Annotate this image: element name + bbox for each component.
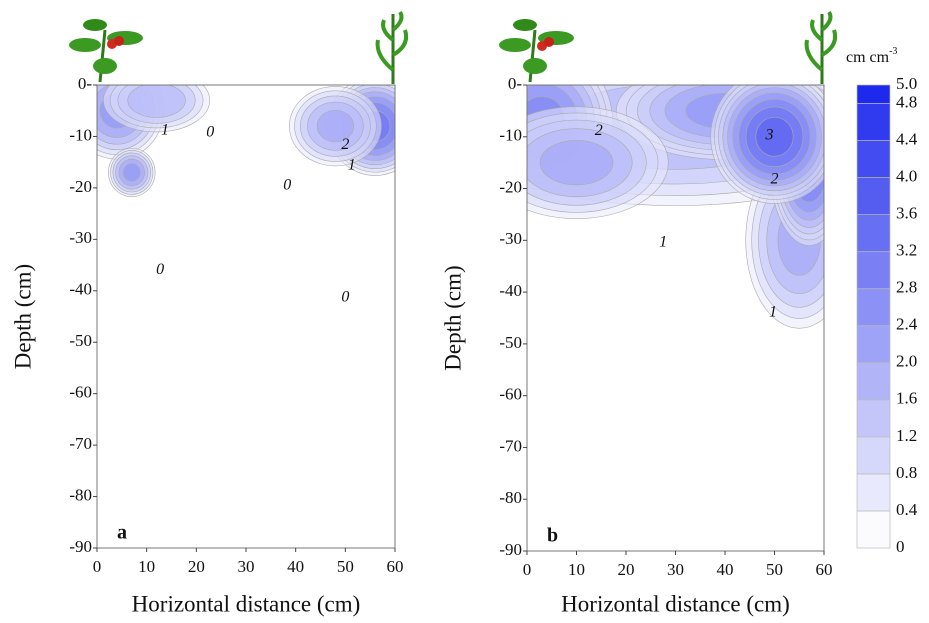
x-tick-label: 50 — [766, 560, 783, 579]
y-tick-label: -40 — [69, 280, 92, 299]
colorbar-band — [856, 325, 891, 364]
contour-label: 0 — [341, 289, 349, 306]
contour-region — [539, 140, 614, 186]
colorbar-tick-label: 2.0 — [896, 352, 917, 371]
x-tick-label: 60 — [387, 557, 404, 576]
colorbar-band — [856, 214, 891, 253]
colorbar-band — [856, 251, 891, 290]
contour-label: 2 — [771, 170, 779, 187]
colorbar-unit-exponent: -3 — [889, 46, 897, 57]
colorbar-tick-label: 0.8 — [896, 463, 917, 482]
contour-label: 1 — [348, 156, 356, 173]
colorbar-tick-label: 5.0 — [896, 74, 917, 93]
contour-label: 1 — [659, 234, 667, 251]
plot-area: 1 0 2 1 0 0 0 — [97, 85, 395, 548]
x-tick-label: 0 — [93, 557, 102, 576]
contour-label: 0 — [206, 124, 214, 141]
x-tick-label: 40 — [287, 557, 304, 576]
x-axis-label: Horizontal distance (cm) — [561, 591, 790, 616]
y-tick-label: -30 — [499, 229, 522, 248]
y-tick-label: -10 — [499, 126, 522, 145]
x-tick-label: 40 — [717, 560, 734, 579]
tomato-plant — [499, 19, 574, 83]
colorbar-band — [856, 288, 891, 327]
x-tick-label: 20 — [188, 557, 205, 576]
x-axis-label: Horizontal distance (cm) — [132, 591, 361, 616]
colorbar-unit: cm cm — [846, 49, 890, 66]
y-tick-label: -50 — [69, 331, 92, 350]
x-tick-label: 30 — [238, 557, 255, 576]
y-tick-label: -80 — [499, 488, 522, 507]
colorbar-band — [856, 140, 891, 178]
y-tick-label: -70 — [69, 434, 92, 453]
y-tick-label: -80 — [69, 485, 92, 504]
y-tick-label: -90 — [69, 537, 92, 556]
contour-region — [123, 163, 141, 182]
y-tick-label: -90 — [499, 540, 522, 559]
y-tick-label: 0- — [78, 74, 93, 93]
plot-area: 2 3 2 1 1 — [527, 85, 824, 551]
colorbar-tick-label: 3.6 — [896, 204, 917, 223]
contour-region — [127, 85, 186, 118]
contour-label: 1 — [769, 303, 777, 320]
x-tick-label: 50 — [337, 557, 354, 576]
y-tick-label: -60 — [499, 385, 522, 404]
colorbar-band — [856, 177, 891, 215]
colorbar-band — [856, 362, 891, 401]
colorbar-tick-label: 3.2 — [896, 241, 917, 260]
tomato-plant — [69, 19, 143, 83]
colorbar-tick-label: 0.4 — [896, 500, 918, 519]
contour-label: 0 — [156, 261, 164, 278]
colorbar-tick-label: 0 — [896, 537, 905, 556]
colorbar-title: cm cm-3 — [846, 46, 897, 65]
colorbar-band — [856, 510, 891, 549]
contour-region — [755, 116, 794, 157]
contour-region — [316, 110, 354, 143]
panel-label: a — [117, 522, 127, 544]
colorbar-band — [856, 84, 891, 104]
colorbar-tick-label: 2.4 — [896, 315, 918, 334]
contour-label: 2 — [595, 122, 603, 139]
contour-label: 1 — [161, 121, 169, 138]
colorbar-tick-label: 1.6 — [896, 389, 917, 408]
panel-label: b — [547, 525, 558, 547]
y-tick-label: -70 — [499, 436, 522, 455]
y-tick-label: -30 — [69, 228, 92, 247]
x-tick-label: 20 — [618, 560, 635, 579]
y-tick-label: -20 — [69, 177, 92, 196]
y-tick-label: -50 — [499, 333, 522, 352]
corn-plant — [804, 10, 838, 84]
y-tick-label: -20 — [499, 177, 522, 196]
x-tick-label: 60 — [816, 560, 833, 579]
colorbar-tick-label: 2.8 — [896, 278, 917, 297]
colorbar-tick-label: 4.4 — [896, 129, 918, 148]
colorbar-tick-label: 4.8 — [896, 92, 917, 111]
colorbar-band — [856, 473, 891, 512]
colorbar-band — [856, 103, 891, 141]
y-tick-label: -40 — [499, 281, 522, 300]
y-axis-label: Depth (cm) — [440, 265, 465, 370]
x-tick-label: 10 — [568, 560, 585, 579]
x-tick-label: 30 — [667, 560, 684, 579]
corn-plant — [375, 10, 409, 84]
x-tick-label: 10 — [138, 557, 155, 576]
colorbar-band — [856, 399, 891, 438]
y-tick-label: -60 — [69, 383, 92, 402]
x-tick-label: 0 — [523, 560, 532, 579]
y-axis-label: Depth (cm) — [10, 264, 35, 369]
contour-label: 2 — [341, 136, 349, 153]
colorbar-tick-label: 4.0 — [896, 167, 917, 186]
y-tick-label: 0- — [508, 74, 523, 93]
contour-label: 0 — [283, 177, 291, 194]
colorbar-tick-label: 1.2 — [896, 426, 917, 445]
y-tick-label: -10 — [69, 125, 92, 144]
contour-label: 3 — [765, 126, 774, 143]
colorbar-band — [856, 436, 891, 475]
